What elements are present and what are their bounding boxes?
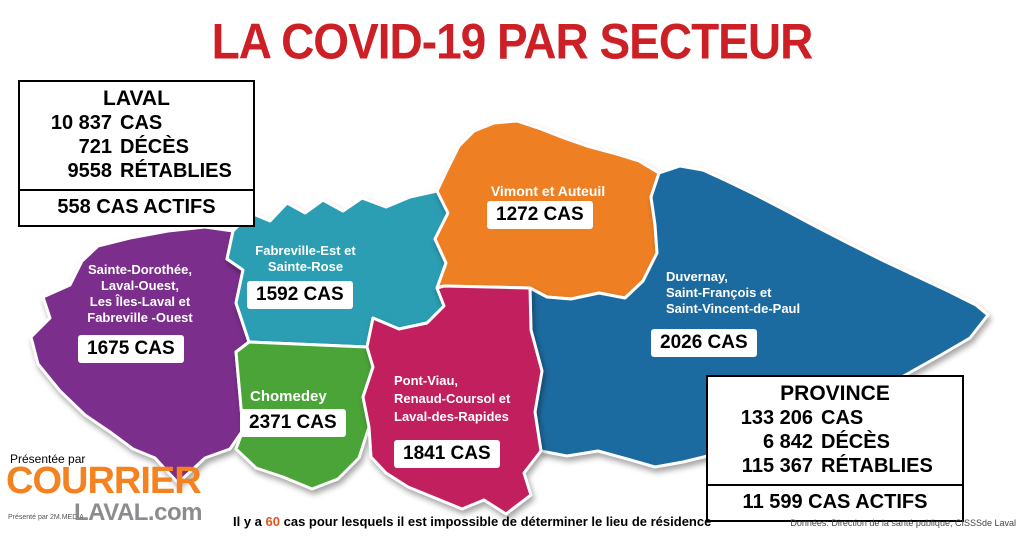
region-label-pont-viau: Pont-Viau, Renaud-Coursol et Laval-des-R… [394, 373, 511, 424]
logo-credit-text: Présenté par 2M.MEDIA [8, 514, 84, 521]
region-label-sainte-dorothee: Sainte-Dorothée, Laval-Ouest, Les Îles-L… [87, 262, 193, 325]
laval-active-cases: 558 CAS ACTIFS [20, 189, 253, 225]
province-deces-value: 6 842 [762, 431, 813, 453]
province-deces-label: DÉCÈS [821, 431, 890, 453]
region-label-chomedey: Chomedey [250, 388, 327, 405]
laval-deces-value: 721 [78, 136, 112, 158]
note-prefix: Il y a [233, 514, 266, 529]
laval-retablies-value: 9558 [67, 160, 113, 182]
province-stat-cas: 133 206 CAS [708, 406, 962, 430]
region-cases-vimont-auteuil: 1272 CAS [487, 201, 593, 229]
province-stat-deces: 6 842 DÉCÈS [708, 430, 962, 454]
province-stats-box: PROVINCE 133 206 CAS 6 842 DÉCÈS 115 367… [706, 375, 964, 522]
presented-by-text: Présentée par [10, 452, 86, 466]
note-highlight-count: 60 [265, 514, 280, 529]
laval-stats-box: LAVAL 10 837 CAS 721 DÉCÈS 9558 RÉTABLIE… [18, 80, 255, 227]
page-title: LA COVID-19 PAR SECTEUR [211, 13, 814, 70]
laval-deces-label: DÉCÈS [120, 136, 189, 158]
laval-cas-label: CAS [120, 112, 163, 134]
region-label-vimont-auteuil: Vimont et Auteuil [490, 183, 606, 199]
courrier-laval-logo-domain: LAVAL.com [74, 499, 202, 526]
province-cas-label: CAS [821, 407, 864, 429]
laval-stat-retablies: 9558 RÉTABLIES [20, 159, 253, 183]
region-cases-chomedey: 2371 CAS [240, 409, 346, 437]
laval-stat-cas: 10 837 CAS [20, 111, 253, 135]
region-cases-duvernay: 2026 CAS [651, 329, 757, 357]
province-stats-title: PROVINCE [780, 382, 890, 405]
note-suffix: cas pour lesquels il est impossible de d… [280, 514, 712, 529]
laval-retablies-label: RÉTABLIES [120, 160, 232, 182]
laval-stats-title: LAVAL [103, 87, 170, 110]
province-cas-value: 133 206 [740, 407, 813, 429]
laval-stat-deces: 721 DÉCÈS [20, 135, 253, 159]
province-stat-retablies: 115 367 RÉTABLIES [708, 454, 962, 478]
province-active-cases: 11 599 CAS ACTIFS [708, 484, 962, 520]
province-retablies-value: 115 367 [741, 455, 813, 477]
region-cases-sainte-dorothee: 1675 CAS [78, 335, 184, 363]
laval-cas-value: 10 837 [50, 112, 112, 134]
province-retablies-label: RÉTABLIES [821, 455, 933, 477]
region-cases-pont-viau: 1841 CAS [394, 440, 500, 468]
data-source-text: Données: Direction de la santé publique,… [790, 518, 1016, 528]
region-cases-fabreville-est-sainte-rose: 1592 CAS [247, 281, 353, 309]
region-label-duvernay: Duvernay, Saint-François et Saint-Vincen… [666, 269, 801, 316]
undetermined-cases-note: Il y a 60 cas pour lesquels il est impos… [233, 514, 711, 529]
region-label-fabreville-est-sainte-rose: Fabreville-Est et Sainte-Rose [255, 243, 356, 274]
courrier-laval-logo: COURRIER [6, 460, 202, 502]
